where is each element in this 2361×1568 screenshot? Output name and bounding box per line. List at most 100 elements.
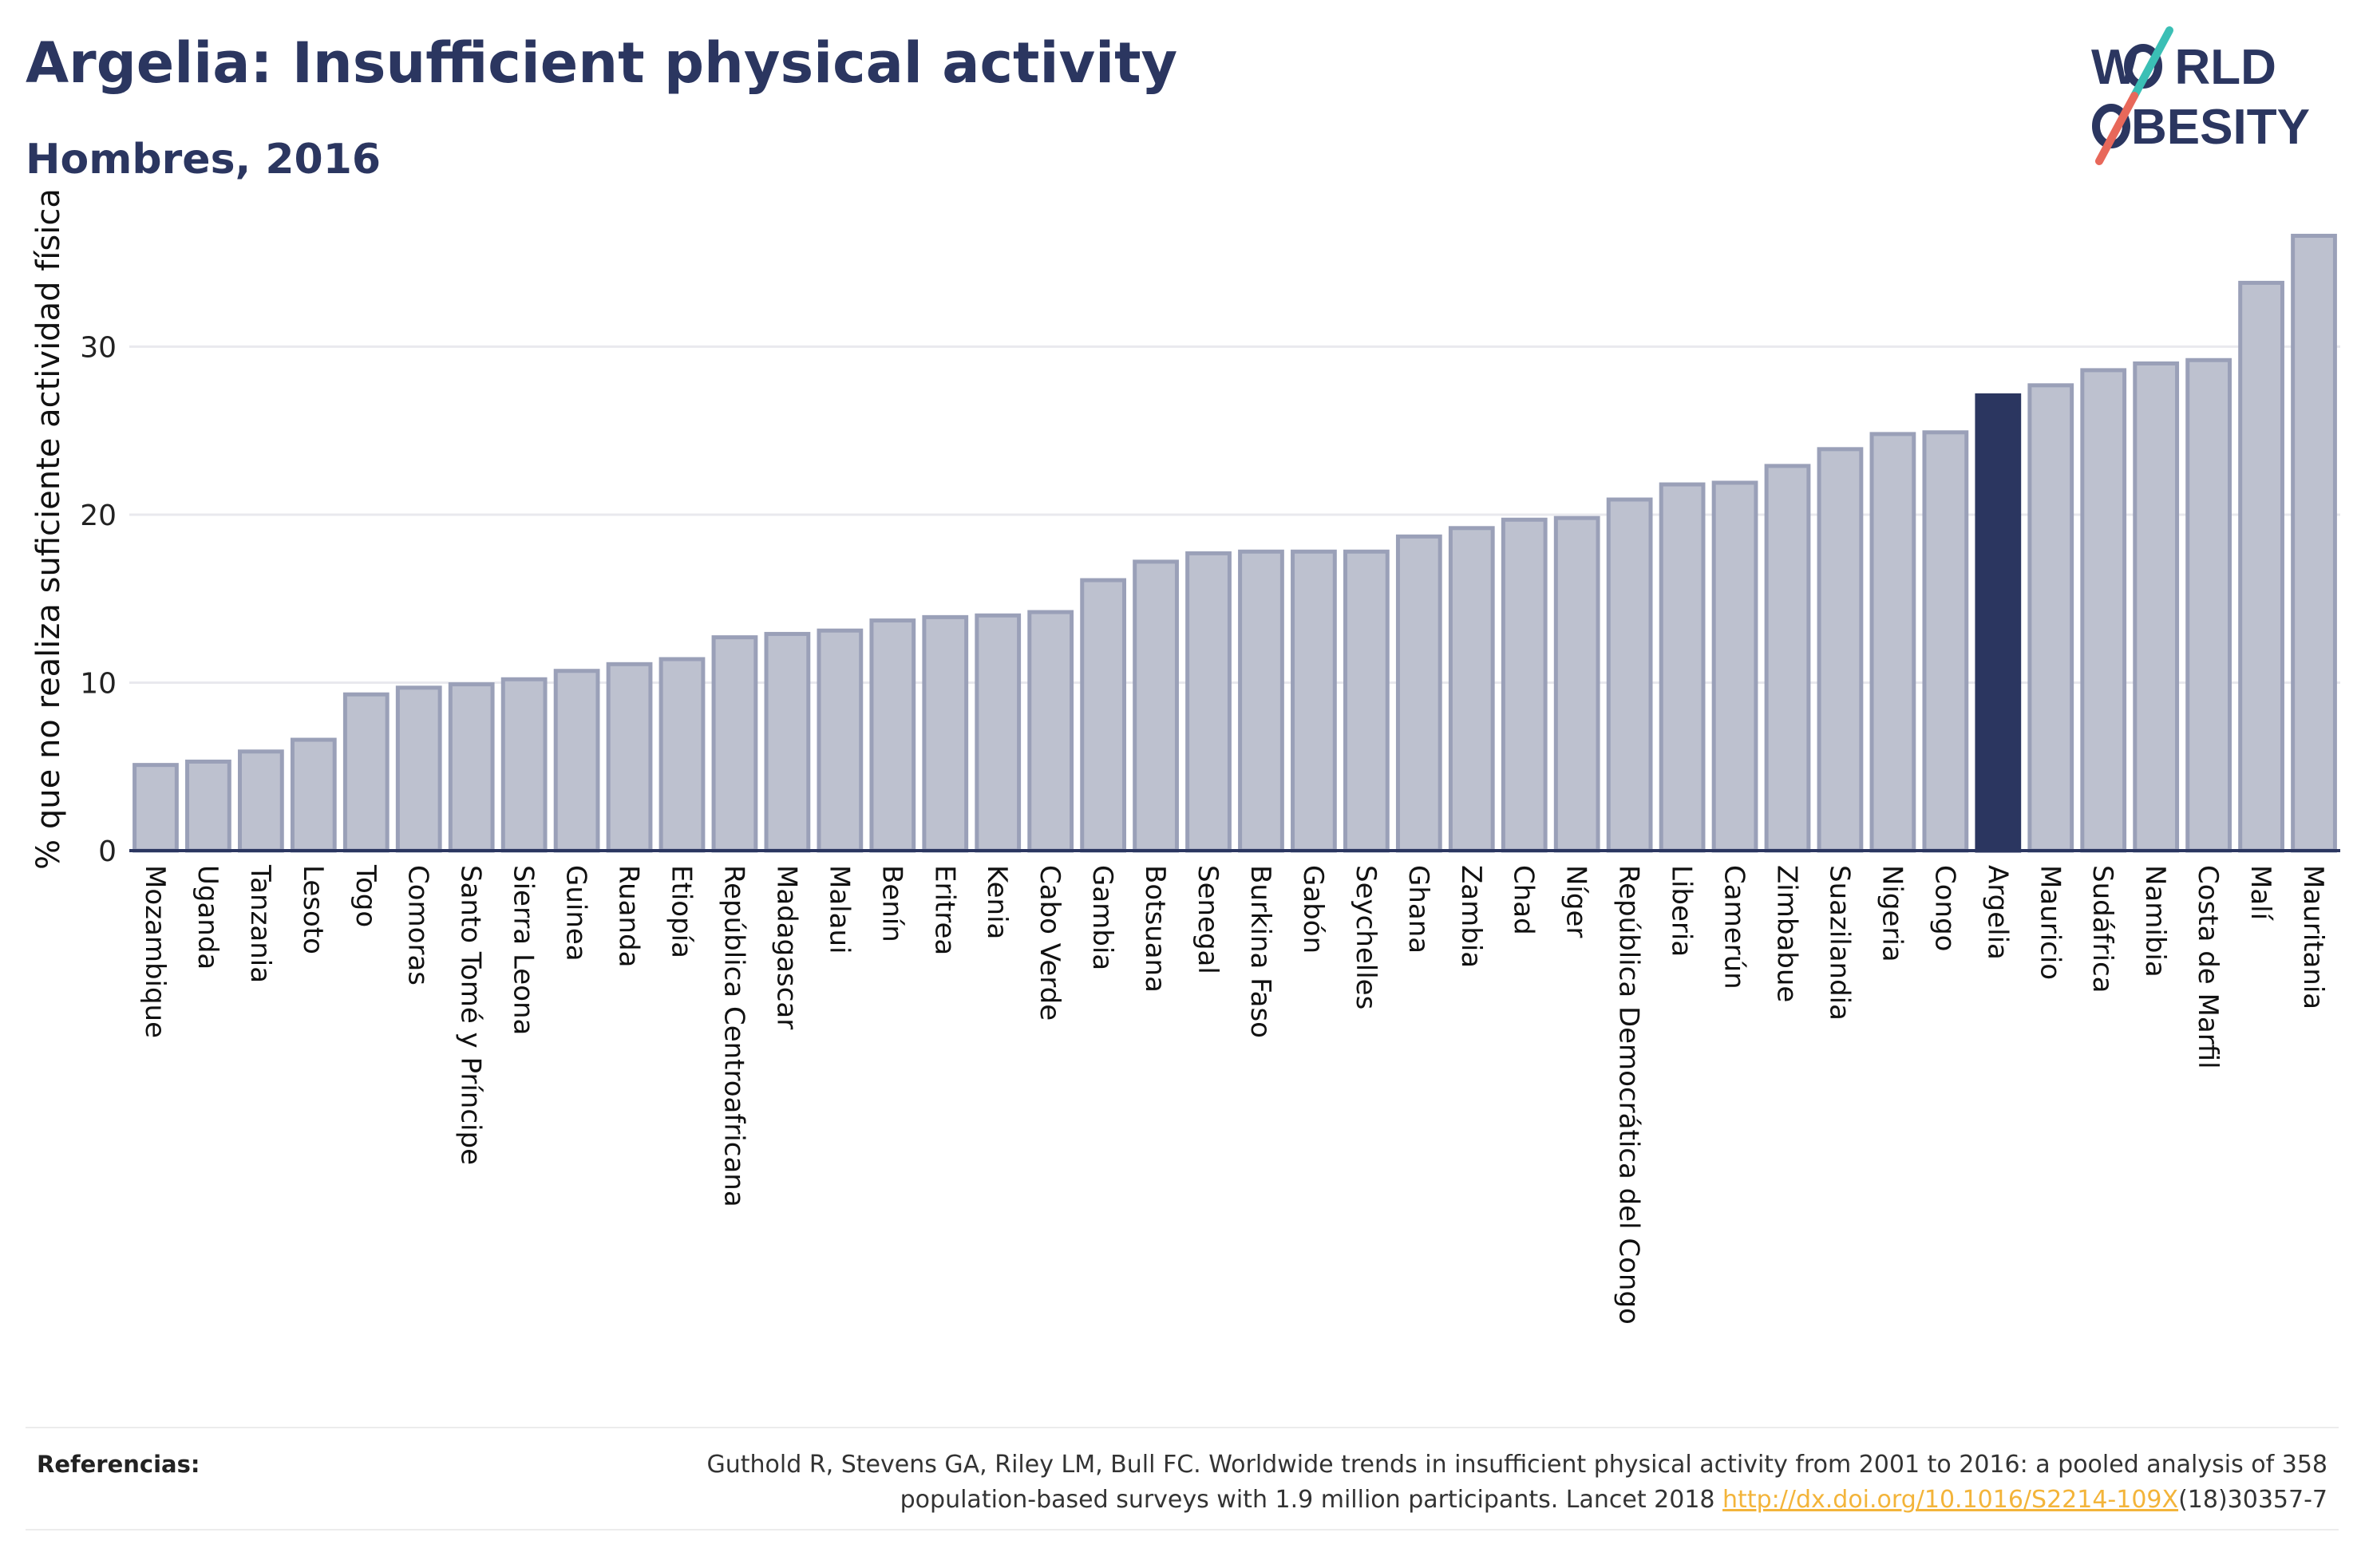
bar-guinea (553, 669, 600, 853)
y-tick-label: 20 (80, 500, 117, 532)
x-tick-label: Costa de Marfil (2192, 865, 2224, 1069)
bar-malaui (817, 628, 864, 853)
x-tick-label: República Centroafricana (718, 865, 749, 1207)
bar-mozambique (132, 763, 179, 853)
x-tick-label: Etiopía (666, 865, 698, 958)
references-label: Referencias: (37, 1451, 200, 1478)
bar-santo-tom-y-pr-ncipe (448, 682, 495, 853)
x-tick-label: Mozambique (139, 865, 171, 1038)
bar-argelia (1975, 393, 2022, 853)
x-tick-label: Níger (1560, 865, 1592, 938)
y-tick-label: 10 (80, 667, 117, 700)
x-tick-label: Burkina Faso (1244, 865, 1276, 1038)
x-tick-label: Benín (876, 865, 908, 942)
bars (132, 233, 2337, 853)
x-tick-label: Kenia (981, 865, 1013, 939)
bar-zimbabue (1764, 464, 1811, 853)
bar-eritrea (922, 614, 969, 853)
x-tick-label: Ruanda (613, 865, 645, 967)
x-tick-label: Camerún (1718, 865, 1750, 989)
bar-madagascar (764, 631, 811, 853)
reference-line-1: Guthold R, Stevens GA, Riley LM, Bull FC… (706, 1451, 2327, 1479)
logo-slash-teal (2130, 26, 2173, 100)
x-tick-label: Sierra Leona (508, 865, 540, 1035)
x-tick-label: Mauritania (2297, 865, 2329, 1009)
x-tick-label: Togo (350, 864, 382, 927)
x-tick-label: Eritrea (928, 865, 960, 955)
bar-costa-de-marfil (2185, 357, 2232, 853)
bar-namibia (2133, 361, 2180, 853)
bar-lesoto (290, 737, 337, 853)
bar-mauritania (2291, 233, 2337, 853)
x-tick-label: Madagascar (770, 865, 802, 1029)
x-tick-label: República Democrática del Congo (1613, 865, 1645, 1325)
x-tick-label: Comoras (402, 865, 434, 985)
x-tick-label: Guinea (560, 865, 592, 962)
x-tick-label: Malaui (823, 865, 855, 954)
x-tick-label: Zambia (1455, 865, 1487, 968)
bar-mauricio (2027, 383, 2074, 853)
bar-sierra-leona (500, 677, 548, 853)
x-tick-label: Suazilandia (1823, 865, 1855, 1021)
x-tick-label: Sudáfrica (2086, 865, 2118, 993)
x-tick-label: Namibia (2139, 865, 2171, 978)
bar-ruanda (606, 662, 653, 853)
bar-comoras (395, 685, 442, 853)
x-tick-label: Lesoto (297, 865, 329, 954)
bar-ben-n (869, 618, 916, 853)
doi-link[interactable]: http://dx.doi.org/10.1016/S2214-109X (1722, 1486, 2179, 1514)
bar-liberia (1659, 482, 1706, 853)
bar-tanzania (238, 749, 284, 853)
bar-gambia (1080, 578, 1126, 853)
bar-camer-n (1711, 480, 1758, 853)
x-axis-ticks: Mozambique Uganda Tanzania Lesoto Togo Comora… (139, 864, 2329, 1325)
bar-zambia (1448, 526, 1495, 853)
x-tick-label: Ghana (1402, 865, 1434, 954)
x-tick-label: Malí (2244, 865, 2276, 922)
x-tick-label: Argelia (1981, 865, 2013, 960)
x-tick-label: Tanzania (244, 864, 276, 983)
y-axis-ticks: 0 10 20 30 (80, 331, 117, 868)
references-text: Guthold R, Stevens GA, Riley LM, Bull FC… (707, 1448, 2327, 1518)
bar-togo (342, 692, 390, 853)
bar-rep-blica-democr-tica-del-congo (1606, 497, 1653, 853)
bar-chad (1501, 517, 1548, 853)
bar-sud-frica (2080, 368, 2127, 853)
x-tick-label: Mauricio (2034, 865, 2066, 980)
bar-uganda (185, 759, 231, 853)
x-tick-label: Botsuana (1139, 865, 1171, 993)
bar-etiop-a (658, 657, 706, 853)
logo-line-2: BESITY (2131, 100, 2310, 155)
x-tick-label: Zimbabue (1771, 865, 1803, 1002)
bar-nigeria (1869, 432, 1916, 853)
bar-congo (1922, 430, 1969, 853)
bar-gab-n (1291, 549, 1337, 853)
y-tick-label: 30 (80, 331, 117, 364)
bar-rep-blica-centroafricana (711, 635, 758, 853)
logo-slash-coral (2095, 92, 2138, 165)
bar-cabo-verde (1027, 610, 1074, 853)
gridlines (129, 345, 2340, 684)
x-tick-label: Liberia (1666, 865, 1698, 957)
x-tick-label: Santo Tomé y Príncipe (455, 865, 487, 1165)
x-tick-label: Nigeria (1876, 865, 1908, 962)
world-obesity-logo: W RLD BESITY (2091, 26, 2310, 165)
bar-mal- (2238, 280, 2284, 853)
x-tick-label: Gabón (1297, 865, 1329, 954)
x-tick-label: Chad (1508, 865, 1540, 935)
bar-n-ger (1553, 515, 1600, 853)
x-tick-label: Cabo Verde (1034, 865, 1066, 1021)
x-tick-label: Senegal (1192, 865, 1224, 974)
x-tick-label: Uganda (192, 865, 223, 970)
bar-botsuana (1133, 559, 1179, 853)
x-tick-label: Gambia (1086, 865, 1118, 970)
reference-line-2-prefix: population-based surveys with 1.9 millio… (900, 1486, 1723, 1514)
x-tick-label: Congo (1928, 865, 1960, 951)
y-axis-label: % que no realiza suficiente actividad fí… (30, 188, 67, 870)
references-section: Referencias: Guthold R, Stevens GA, Rile… (26, 1427, 2339, 1530)
bar-ghana (1395, 534, 1442, 853)
chart-subtitle: Hombres, 2016 (26, 136, 382, 184)
bar-suazilandia (1817, 447, 1864, 853)
chart-title: Argelia: Insufficient physical activity (26, 30, 1178, 96)
y-tick-label: 0 (98, 835, 117, 868)
